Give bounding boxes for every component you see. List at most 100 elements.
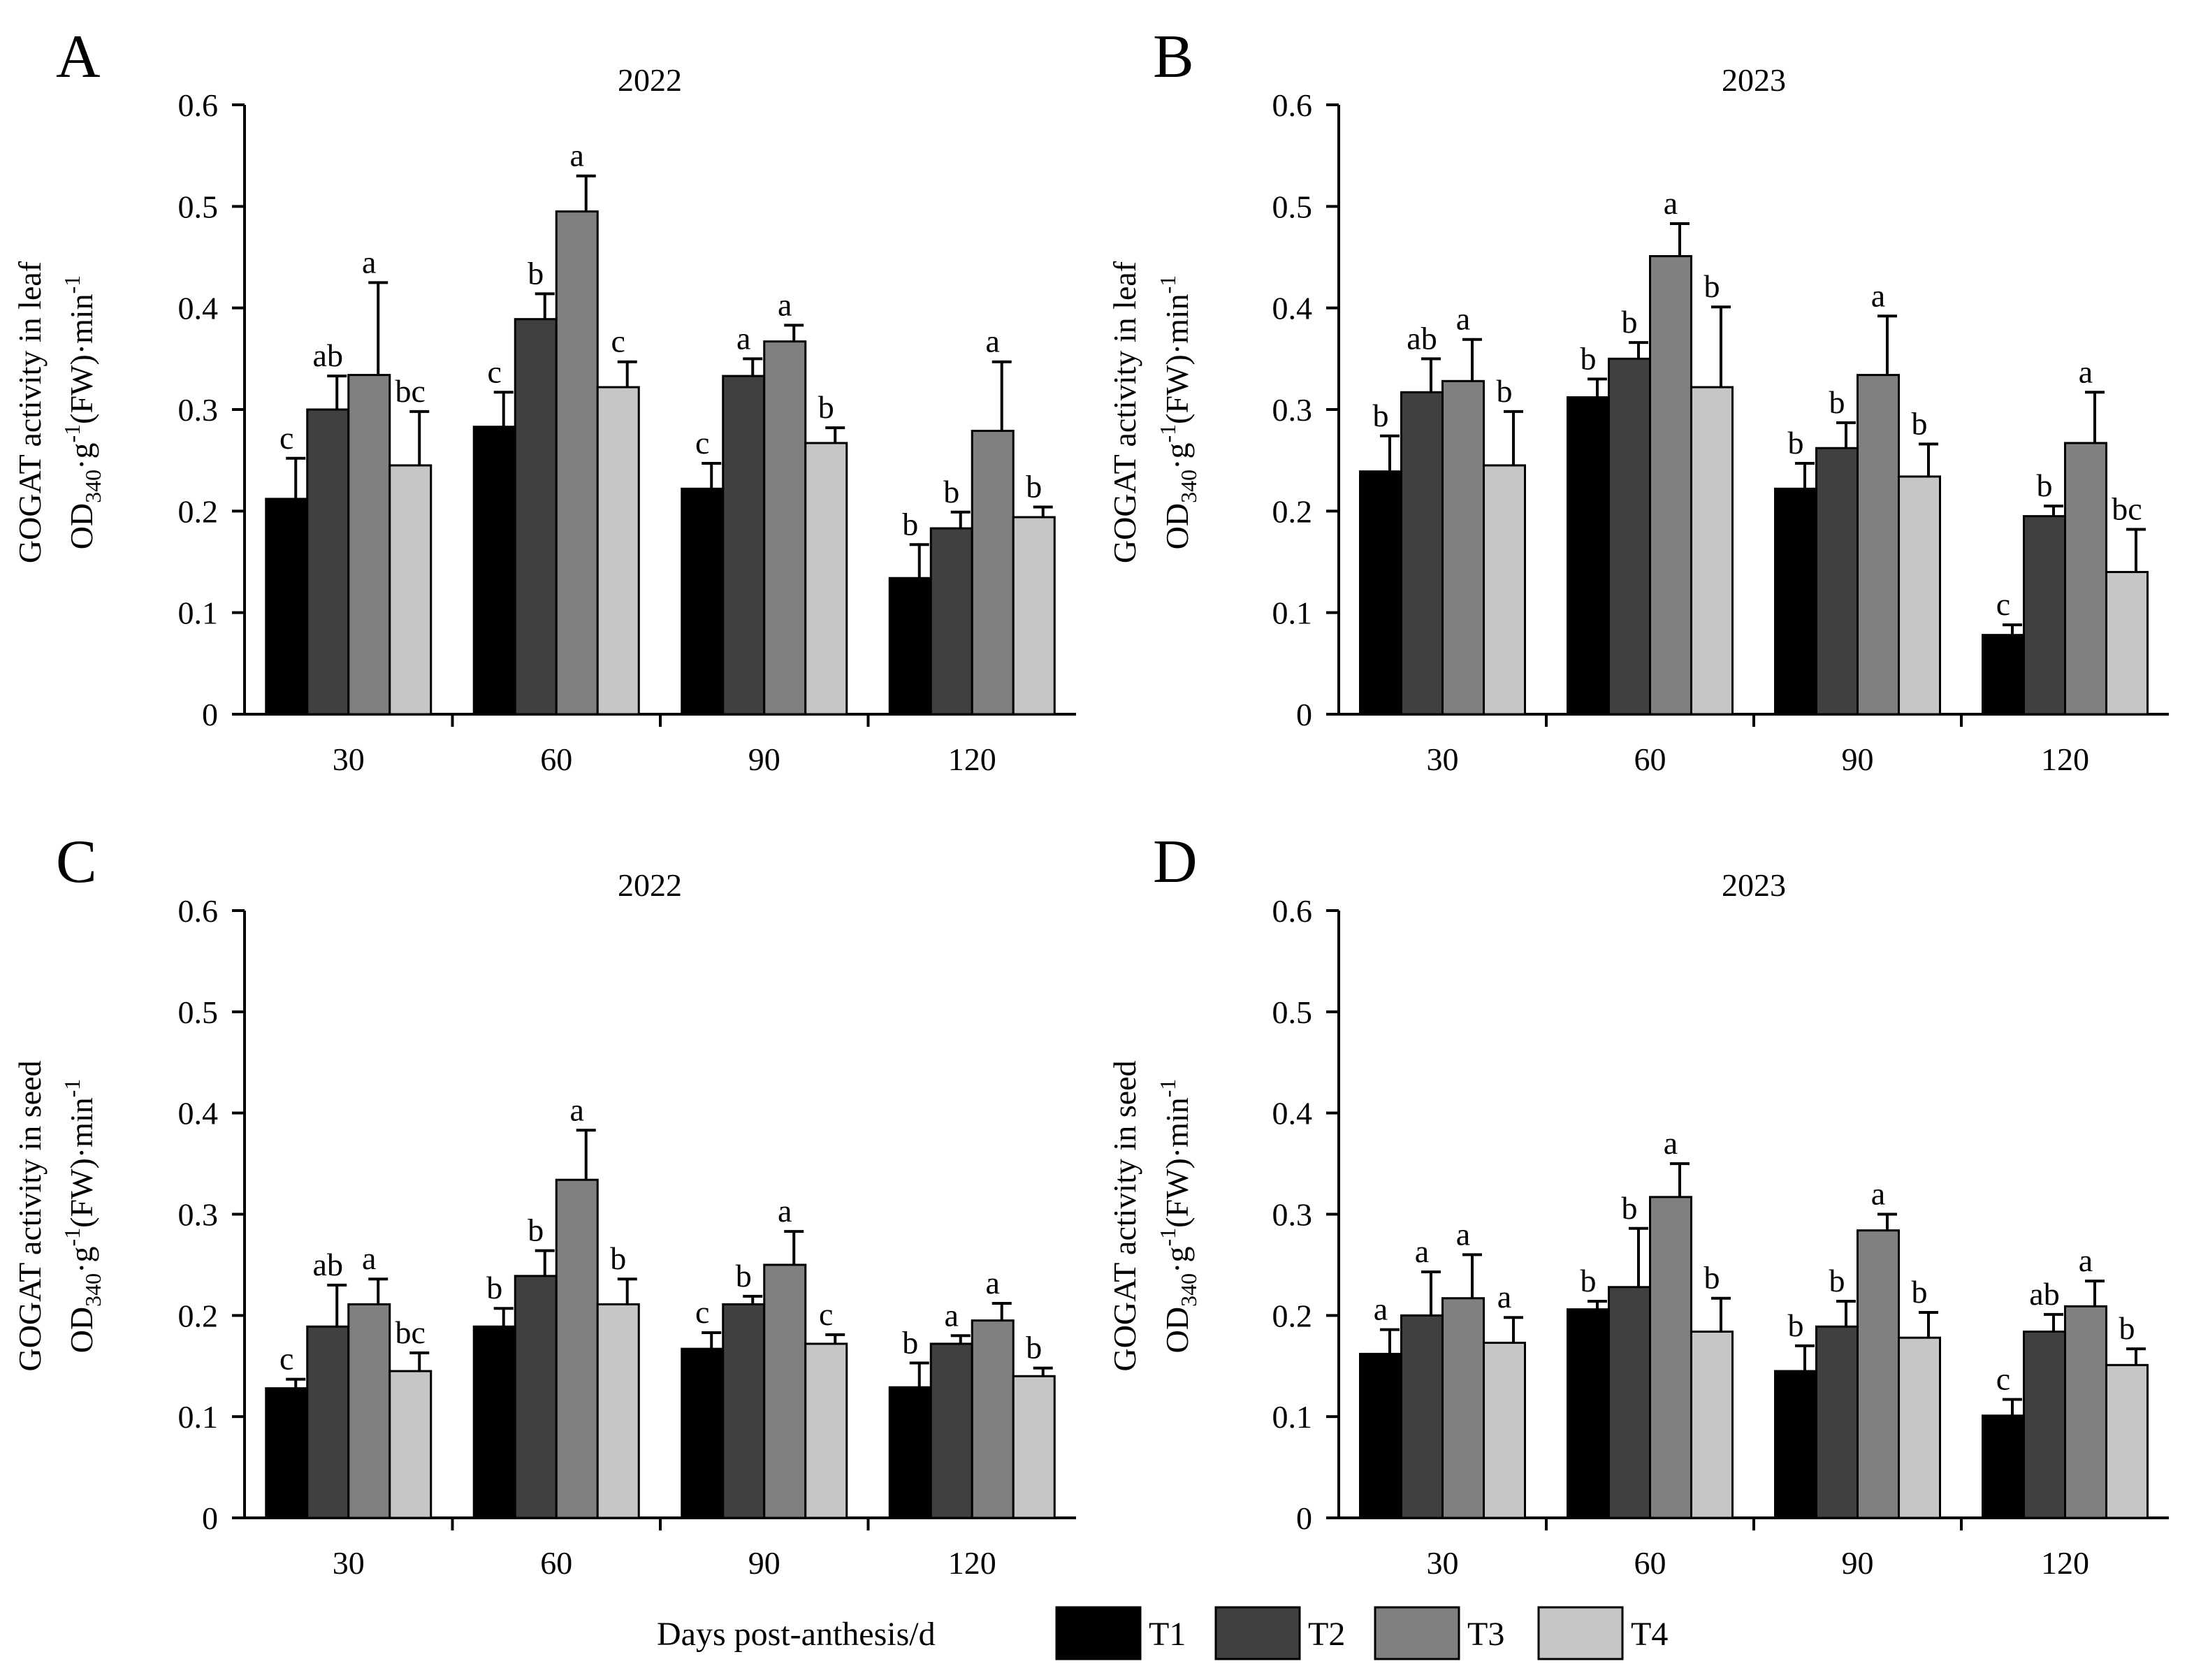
bar-t4-60: [596, 1303, 640, 1519]
y-axis-label-part: -1: [59, 1079, 85, 1098]
y-tick-label: 0.1: [178, 1399, 219, 1435]
significance-letter: a: [1664, 1125, 1678, 1161]
bar-t1-90: [681, 1347, 725, 1519]
bar-t1-30: [1359, 1352, 1402, 1519]
significance-letter: a: [2079, 1243, 2093, 1278]
significance-letter: a: [570, 1092, 584, 1127]
significance-letter: b: [1912, 1274, 1928, 1310]
bar-t3-120: [971, 1319, 1015, 1519]
bar-t1-30: [265, 498, 309, 716]
bar-t1-120: [1982, 634, 2025, 716]
x-tick-label: 120: [948, 741, 996, 777]
bar-t1-120: [1982, 1414, 2025, 1519]
significance-letter: b: [528, 255, 544, 291]
significance-letter: c: [611, 324, 625, 359]
bar-t3-60: [555, 1178, 599, 1519]
legend-swatch-t4: [1537, 1606, 1624, 1660]
y-axis-label-part: ·g: [64, 443, 99, 470]
significance-letter: b: [1373, 398, 1389, 433]
significance-letter: b: [1581, 340, 1597, 376]
y-axis-label-part: -1: [59, 424, 85, 443]
y-axis-label-part: -1: [1155, 275, 1180, 294]
significance-letter: b: [528, 1212, 544, 1248]
y-axis-label-part: -1: [59, 1228, 85, 1247]
y-axis-label-part: (FW)·min: [1159, 1097, 1195, 1228]
significance-letter: b: [1497, 373, 1513, 409]
chart-title: 2023: [1722, 62, 1786, 98]
x-tick-label: 30: [1427, 741, 1459, 777]
y-axis-label-part: -1: [1155, 1228, 1180, 1247]
y-tick-label: 0.5: [178, 189, 219, 224]
significance-letter: b: [2037, 468, 2053, 503]
y-axis-label-part: 340: [80, 470, 106, 503]
y-tick-label: 0.2: [1272, 493, 1313, 529]
y-axis-label-part: 340: [1176, 470, 1201, 503]
significance-letter: b: [1704, 1260, 1720, 1296]
y-tick-label: 0.2: [178, 1298, 219, 1333]
y-axis-label-line1: GOGAT activity in seed: [12, 1060, 48, 1371]
significance-letter: b: [902, 506, 918, 542]
y-tick-label: 0.5: [1272, 994, 1313, 1030]
bar-t3-60: [1649, 1196, 1692, 1519]
y-tick-label: 0.4: [178, 1096, 219, 1131]
y-axis-label-part: ·g: [1159, 443, 1195, 470]
legend-swatch-t3: [1374, 1606, 1460, 1660]
significance-letter: ab: [1407, 320, 1437, 356]
significance-letter: a: [1871, 1176, 1885, 1212]
y-axis-label-part: OD: [64, 1307, 99, 1353]
y-tick-label: 0: [1296, 1500, 1312, 1536]
significance-letter: a: [2079, 354, 2093, 389]
bar-t1-120: [888, 1386, 932, 1519]
bar-t4-120: [2105, 571, 2149, 716]
y-axis-label-line1: GOGAT activity in leaf: [12, 261, 48, 563]
bar-t4-90: [1898, 1336, 1941, 1519]
bar-t1-90: [1774, 487, 1817, 716]
significance-letter: c: [695, 425, 709, 461]
y-tick-label: 0.1: [1272, 1399, 1313, 1435]
significance-letter: a: [362, 1240, 376, 1276]
significance-letter: c: [279, 1341, 293, 1377]
y-tick-label: 0.6: [1272, 893, 1313, 929]
x-tick-label: 90: [748, 741, 780, 777]
legend-label-t4: T4: [1631, 1616, 1668, 1653]
bar-t2-90: [722, 375, 766, 716]
bar-t4-60: [596, 386, 640, 716]
chart-title: 2023: [1722, 867, 1786, 903]
significance-letter: b: [1829, 1263, 1845, 1298]
panel-label: D: [1153, 828, 1198, 896]
legend-label-t3: T3: [1467, 1616, 1504, 1653]
y-axis-label-part: -1: [1155, 424, 1180, 443]
bar-t3-90: [1857, 374, 1900, 716]
y-axis-label-part: ·g: [64, 1247, 99, 1273]
bar-t4-120: [2105, 1363, 2149, 1519]
y-axis-label-part: (FW)·min: [64, 1097, 99, 1228]
y-axis-label-line1: GOGAT activity in leaf: [1107, 261, 1142, 563]
y-axis-label-line2: OD340·g-1(FW)·min-1: [1155, 1079, 1201, 1354]
y-tick-label: 0.3: [1272, 1197, 1313, 1233]
bar-t4-120: [1012, 516, 1056, 716]
significance-letter: b: [818, 389, 834, 425]
bar-t1-60: [1567, 396, 1610, 716]
y-tick-label: 0.2: [178, 493, 219, 529]
y-tick-label: 0.3: [178, 1197, 219, 1233]
y-tick-label: 0.3: [1272, 392, 1313, 428]
bar-t2-90: [1815, 447, 1859, 716]
significance-letter: b: [1622, 1190, 1638, 1226]
y-axis-label-part: -1: [1155, 1079, 1180, 1098]
significance-letter: a: [736, 320, 750, 356]
bar-t3-120: [971, 430, 1015, 716]
bar-t4-90: [1898, 475, 1941, 716]
y-axis-label-line2: OD340·g-1(FW)·min-1: [59, 275, 106, 550]
bar-t2-60: [514, 1275, 558, 1519]
legend-swatch-t2: [1214, 1606, 1301, 1660]
x-tick-label: 30: [333, 1545, 365, 1581]
significance-letter: b: [1788, 1308, 1804, 1343]
legend-label-t1: T1: [1149, 1616, 1186, 1653]
y-tick-label: 0: [202, 697, 218, 732]
y-tick-label: 0.1: [1272, 595, 1313, 631]
significance-letter: a: [1415, 1233, 1429, 1269]
